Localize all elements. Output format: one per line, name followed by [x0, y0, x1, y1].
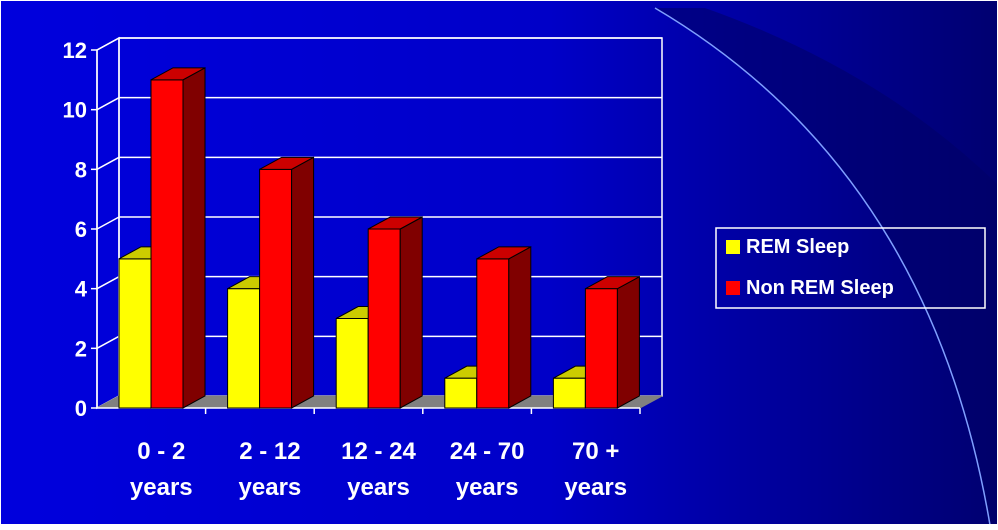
y-tick-label: 0 [75, 396, 87, 421]
gridline-side [96, 97, 120, 111]
x-axis: 0 - 2 years 2 - 12 years 12 - 24 years 24 - 70… [97, 407, 641, 501]
decorative-arc-line [654, 7, 991, 526]
x-tick-label: 12 - 24 [341, 438, 416, 465]
x-tick-label: years [347, 474, 410, 501]
bars [118, 66, 640, 409]
legend-swatch-rem-sleep [726, 240, 740, 254]
y-tick-label: 8 [75, 157, 87, 182]
bar-side-non-rem-sleep [399, 216, 423, 409]
y-tick-label: 6 [75, 217, 87, 242]
x-tick-label: 0 - 2 [137, 438, 185, 465]
x-tick-label: 24 - 70 [450, 438, 525, 465]
bar-non-rem-sleep [259, 168, 293, 409]
decorative-swoosh [655, 8, 998, 525]
gridline-side [96, 276, 120, 290]
legend-swatch-non-rem-sleep [726, 281, 740, 295]
legend-label-non-rem-sleep: Non REM Sleep [746, 277, 894, 299]
bar-rem-sleep [227, 288, 261, 409]
legend-box [715, 227, 986, 309]
gridline-side [96, 216, 120, 230]
x-tick-label: 2 - 12 [239, 438, 300, 465]
y-tick-label: 2 [75, 336, 87, 361]
gridline-side [96, 156, 120, 170]
bar-rem-sleep [444, 377, 478, 409]
bar-non-rem-sleep [367, 228, 401, 409]
bar-side-non-rem-sleep [508, 245, 532, 409]
bar-side-non-rem-sleep [182, 66, 206, 409]
bar-side-non-rem-sleep [616, 275, 640, 409]
x-tick-label: 70 + [572, 438, 619, 465]
gridline-side [96, 37, 120, 51]
x-tick-label: years [130, 474, 193, 501]
bar-side-non-rem-sleep [291, 156, 315, 409]
bar-non-rem-sleep [150, 79, 184, 409]
gridline-side [96, 335, 120, 349]
legend-label-rem-sleep: REM Sleep [746, 236, 849, 258]
bar-rem-sleep [118, 258, 152, 409]
x-tick-label: years [564, 474, 627, 501]
bar-non-rem-sleep [476, 258, 510, 409]
bar-top-non-rem-sleep [476, 246, 532, 260]
x-tick-label: years [239, 474, 302, 501]
bar-top-non-rem-sleep [585, 276, 640, 290]
bar-non-rem-sleep [584, 288, 618, 409]
y-axis: 0 2 4 6 8 10 12 [63, 38, 98, 421]
bar-top-non-rem-sleep [367, 216, 423, 230]
y-tick-label: 10 [63, 98, 87, 123]
y-tick-label: 4 [75, 277, 88, 302]
bar-top-non-rem-sleep [150, 67, 206, 81]
bar-rem-sleep [552, 377, 586, 409]
y-tick-label: 12 [63, 38, 87, 63]
bar-rem-sleep [335, 318, 369, 409]
x-tick-label: years [456, 474, 519, 501]
bar-top-non-rem-sleep [259, 156, 314, 170]
legend: REM Sleep Non REM Sleep [715, 227, 986, 309]
